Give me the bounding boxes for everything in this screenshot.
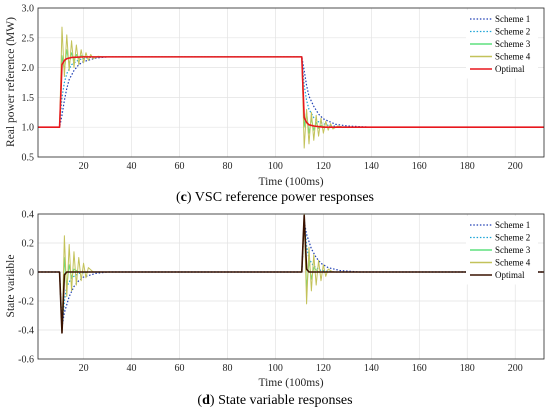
legend-label: Optimal <box>495 64 525 74</box>
y-tick-label: 2.5 <box>22 33 35 44</box>
panel-d-caption-letter: d <box>202 393 210 408</box>
y-tick-label: -0.2 <box>18 297 34 308</box>
x-tick-label: 140 <box>364 161 379 172</box>
panel-d-caption-paren-close: ) <box>210 393 215 408</box>
x-tick-label: 20 <box>79 161 89 172</box>
y-tick-label: 0.5 <box>22 153 35 164</box>
legend-label: Scheme 2 <box>495 27 530 37</box>
legend-label: Scheme 2 <box>495 233 530 243</box>
x-tick-label: 160 <box>412 363 427 374</box>
y-tick-label: 2.0 <box>22 63 35 74</box>
series-line-scheme-2 <box>38 56 544 128</box>
legend-label: Scheme 4 <box>495 52 531 62</box>
panel-c-series <box>38 26 544 149</box>
panel-c: 20 40 60 80 100 120 140 160 180 200 0.5 1.0 1.5 2.0 2.… <box>5 4 545 205</box>
y-tick-label: 0.2 <box>22 239 35 250</box>
panel-d: 20 40 60 80 100 120 140 160 180 200 -0.6 -0.4 -0.2 0 0… <box>5 210 545 408</box>
panel-d-ticks: 20 40 60 80 100 120 140 160 180 200 -0.6 -0.4 -0.2 0 0… <box>18 210 523 375</box>
y-tick-label: 0.4 <box>22 210 35 221</box>
panel-c-axes-box <box>37 7 545 158</box>
legend-label: Scheme 3 <box>495 39 531 49</box>
y-tick-label: -0.4 <box>18 326 34 337</box>
x-tick-label: 100 <box>268 161 283 172</box>
x-tick-label: 160 <box>412 161 427 172</box>
panel-c-caption-paren-close: ) <box>187 190 192 205</box>
x-tick-label: 60 <box>174 363 184 374</box>
panel-c-legend: Scheme 1 Scheme 2 Scheme 3 Scheme 4 Optimal <box>466 10 538 79</box>
panel-d-caption-text: State variable responses <box>215 393 353 408</box>
panel-c-caption-paren-open: ( <box>176 190 181 205</box>
series-line-optimal <box>38 214 544 334</box>
x-tick-label: 200 <box>508 161 523 172</box>
panel-c-y-label: Real power reference (MW) <box>5 17 17 147</box>
x-tick-label: 40 <box>127 363 137 374</box>
panel-d-axes-box <box>37 213 545 360</box>
x-tick-label: 200 <box>508 363 523 374</box>
legend-label: Scheme 4 <box>495 258 531 268</box>
x-tick-label: 20 <box>79 363 89 374</box>
panel-d-y-label: State variable <box>5 255 17 318</box>
x-tick-label: 140 <box>364 363 379 374</box>
y-tick-label: 0 <box>29 268 34 279</box>
y-tick-label: 1.0 <box>22 123 35 134</box>
legend-label: Scheme 1 <box>495 220 530 230</box>
panel-d-x-label: Time (100ms) <box>258 377 323 389</box>
panel-d-plot-area <box>38 214 544 359</box>
x-tick-label: 80 <box>222 161 232 172</box>
panel-c-x-label: Time (100ms) <box>258 176 323 188</box>
x-tick-label: 120 <box>316 363 331 374</box>
y-tick-label: 1.5 <box>22 93 35 104</box>
panel-c-caption-text: VSC reference power responses <box>192 190 374 205</box>
panel-d-series <box>38 213 544 334</box>
x-tick-label: 180 <box>460 363 475 374</box>
legend-label: Optimal <box>495 270 525 280</box>
panel-c-ticks: 20 40 60 80 100 120 140 160 180 200 0.5 1.0 1.5 2.0 2.… <box>22 4 523 173</box>
y-tick-label: 3.0 <box>22 4 35 15</box>
panel-c-plot-area <box>38 8 544 157</box>
x-tick-label: 100 <box>268 363 283 374</box>
series-line-optimal <box>38 56 544 128</box>
x-tick-label: 180 <box>460 161 475 172</box>
legend-label: Scheme 1 <box>495 14 530 24</box>
panel-d-caption-paren-open: ( <box>197 393 202 408</box>
x-tick-label: 80 <box>222 363 232 374</box>
legend-label: Scheme 3 <box>495 245 531 255</box>
x-tick-label: 60 <box>174 161 184 172</box>
panel-d-legend: Scheme 1 Scheme 2 Scheme 3 Scheme 4 Optimal <box>466 216 538 285</box>
panel-d-caption: (d) State variable responses <box>197 393 352 408</box>
y-tick-label: -0.6 <box>18 355 34 366</box>
panel-c-caption: (c) VSC reference power responses <box>176 190 374 205</box>
panel-c-caption-letter: c <box>181 190 187 205</box>
x-tick-label: 120 <box>316 161 331 172</box>
x-tick-label: 40 <box>127 161 137 172</box>
